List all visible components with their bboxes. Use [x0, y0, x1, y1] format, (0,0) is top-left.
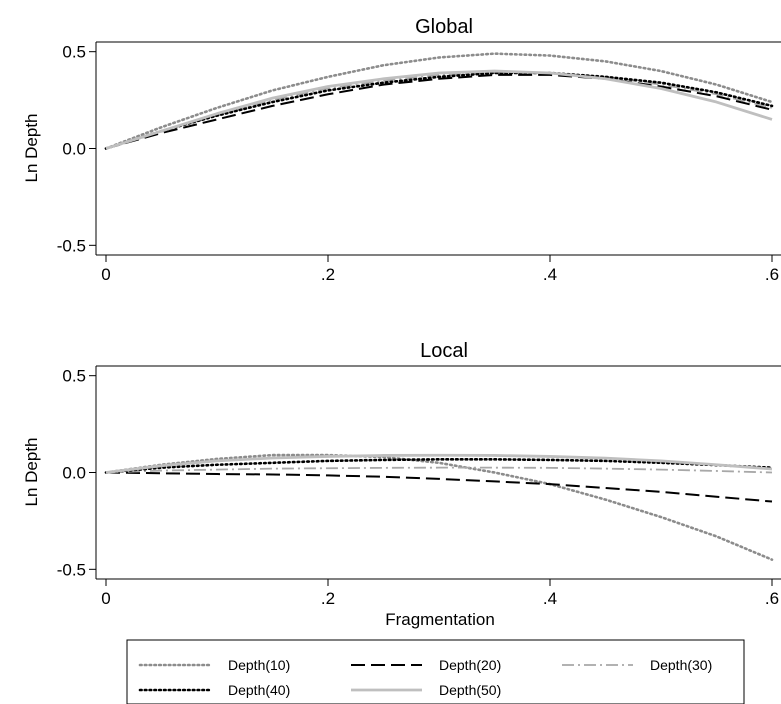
series-line-local-depth40 — [104, 458, 774, 474]
legend-label-depth40: Depth(40) — [228, 682, 290, 698]
series-line-local-depth20 — [105, 471, 773, 503]
panel-local: Local 0 .2 .4 .6 -0.5 0.0 0.5 Ln Depth Fragmen… — [22, 340, 781, 629]
x-tick-label-local: 0 — [101, 589, 110, 608]
legend-box — [126, 639, 745, 704]
series-line-local-depth30 — [105, 466, 773, 474]
y-tick-label-local: 0.0 — [62, 464, 86, 483]
series-group-global — [104, 52, 774, 150]
y-tick-label-global: 0.5 — [62, 43, 86, 62]
series-line-local-depth10 — [104, 453, 774, 561]
legend-label-depth30: Depth(30) — [650, 657, 712, 673]
x-tick-label-global: 0 — [101, 265, 110, 284]
x-tick-label-local: .2 — [321, 589, 335, 608]
x-tick-label-local: .4 — [543, 589, 557, 608]
x-tick-label-global: .2 — [321, 265, 335, 284]
series-group-local — [104, 453, 774, 561]
series-line-local-depth50 — [105, 453, 773, 474]
y-tick-label-local: -0.5 — [57, 560, 86, 579]
x-tick-label-global: .4 — [543, 265, 557, 284]
ticks-group-local: 0 .2 .4 .6 -0.5 0.0 0.5 — [57, 367, 779, 608]
y-axis-label-local: Ln Depth — [22, 438, 41, 507]
panel-title-local: Local — [420, 340, 468, 362]
y-tick-label-global: 0.0 — [62, 140, 86, 159]
plot-area-local: 0 .2 .4 .6 -0.5 0.0 0.5 — [57, 365, 781, 608]
series-line-global-depth40 — [104, 71, 774, 150]
series-line-global-depth50 — [105, 69, 773, 150]
series-line-global-depth20 — [105, 73, 773, 150]
x-axis-label-local: Fragmentation — [385, 610, 495, 629]
legend-label-depth10: Depth(10) — [228, 657, 290, 673]
legend-label-depth20: Depth(20) — [439, 657, 501, 673]
series-line-global-depth10 — [104, 52, 774, 150]
x-tick-label-global: .6 — [765, 265, 779, 284]
plot-area-global: 0 .2 .4 .6 -0.5 0.0 0.5 — [57, 41, 781, 284]
legend: Depth(10) Depth(20) Depth(30) Depth(40) Dept… — [126, 639, 745, 704]
legend-items: Depth(10) Depth(20) Depth(30) Depth(40) Dept… — [138, 657, 712, 698]
panel-title-global: Global — [415, 16, 473, 38]
y-axis-label-global: Ln Depth — [22, 114, 41, 183]
panel-global: Global 0 .2 .4 .6 -0.5 0.0 0.5 Ln Depth — [22, 16, 781, 284]
y-tick-label-global: -0.5 — [57, 236, 86, 255]
y-tick-label-local: 0.5 — [62, 367, 86, 386]
x-tick-label-local: .6 — [765, 589, 779, 608]
legend-label-depth50: Depth(50) — [439, 682, 501, 698]
ticks-group-global: 0 .2 .4 .6 -0.5 0.0 0.5 — [57, 43, 779, 284]
